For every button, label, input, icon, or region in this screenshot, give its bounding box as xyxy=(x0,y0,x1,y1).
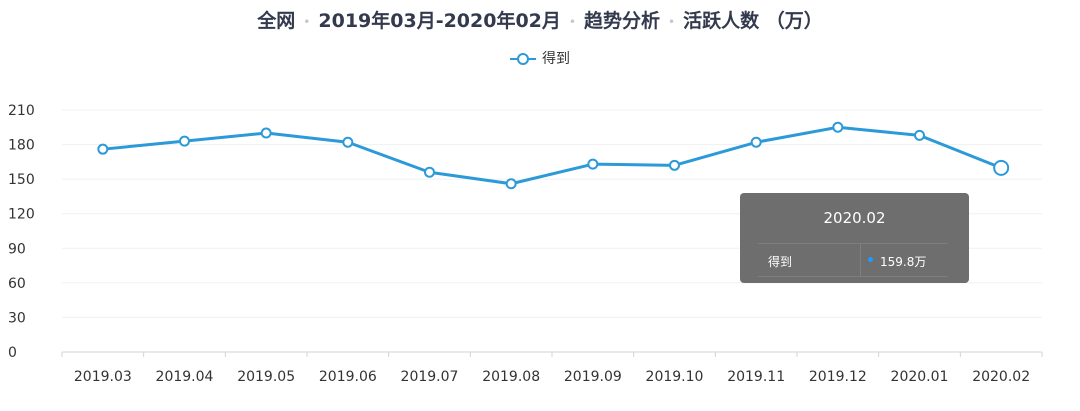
x-tick-label: 2020.01 xyxy=(891,369,949,385)
x-tick-label: 2019.06 xyxy=(319,369,377,385)
tooltip-title: 2020.02 xyxy=(823,209,886,227)
title-separator-dot: • xyxy=(568,14,576,29)
data-tooltip: 2020.02 得到 159.8万 xyxy=(740,193,969,283)
data-point xyxy=(424,166,435,178)
y-tick-label: 60 xyxy=(8,276,26,292)
data-point xyxy=(260,127,272,139)
title-separator-dot: • xyxy=(303,14,311,29)
data-point xyxy=(97,143,109,155)
y-tick-label: 180 xyxy=(8,138,35,154)
data-point xyxy=(505,178,517,190)
x-tick-label: 2019.09 xyxy=(564,369,622,385)
tooltip-series-name: 得到 xyxy=(768,255,793,269)
data-point xyxy=(914,129,925,141)
data-point xyxy=(179,135,190,147)
title-separator-dot: • xyxy=(668,14,676,29)
y-tick-label: 90 xyxy=(8,241,26,257)
tooltip-row: 得到 159.8万 xyxy=(758,243,948,277)
y-tick-label: 150 xyxy=(8,172,35,188)
data-point xyxy=(832,121,844,133)
x-tick-label: 2019.10 xyxy=(646,369,704,385)
y-tick-label: 120 xyxy=(8,207,35,223)
title-metric: 活跃人数 （万） xyxy=(683,10,823,32)
x-tick-label: 2019.11 xyxy=(727,369,785,385)
chart-title: 全网 • 2019年03月-2020年02月 • 趋势分析 • 活跃人数 （万） xyxy=(0,6,1080,33)
y-tick-label: 30 xyxy=(8,310,26,326)
y-tick-label: 210 xyxy=(8,103,35,119)
title-scope: 全网 xyxy=(257,10,296,32)
legend-label: 得到 xyxy=(542,51,570,67)
data-point xyxy=(342,136,354,148)
tooltip-series-dot-icon xyxy=(868,257,873,262)
legend-line-marker-icon xyxy=(510,53,536,65)
title-analysis: 趋势分析 xyxy=(583,10,660,32)
x-tick-label: 2019.04 xyxy=(156,369,214,385)
x-tick-label: 2020.02 xyxy=(972,369,1030,385)
x-tick-label: 2019.12 xyxy=(809,369,867,385)
tooltip-divider xyxy=(860,244,861,276)
tooltip-value: 159.8万 xyxy=(880,255,927,269)
data-point xyxy=(587,158,599,170)
x-tick-label: 2019.07 xyxy=(401,369,459,385)
title-period: 2019年03月-2020年02月 xyxy=(318,10,561,32)
x-tick-label: 2019.05 xyxy=(237,369,295,385)
x-tick-label: 2019.03 xyxy=(74,369,132,385)
chart-legend[interactable]: 得到 xyxy=(0,48,1080,68)
data-point xyxy=(669,159,680,171)
series-line xyxy=(102,125,1002,186)
data-point-highlighted xyxy=(993,159,1010,176)
x-tick-label: 2019.08 xyxy=(482,369,540,385)
data-point xyxy=(750,136,762,148)
y-tick-label: 0 xyxy=(8,345,17,361)
